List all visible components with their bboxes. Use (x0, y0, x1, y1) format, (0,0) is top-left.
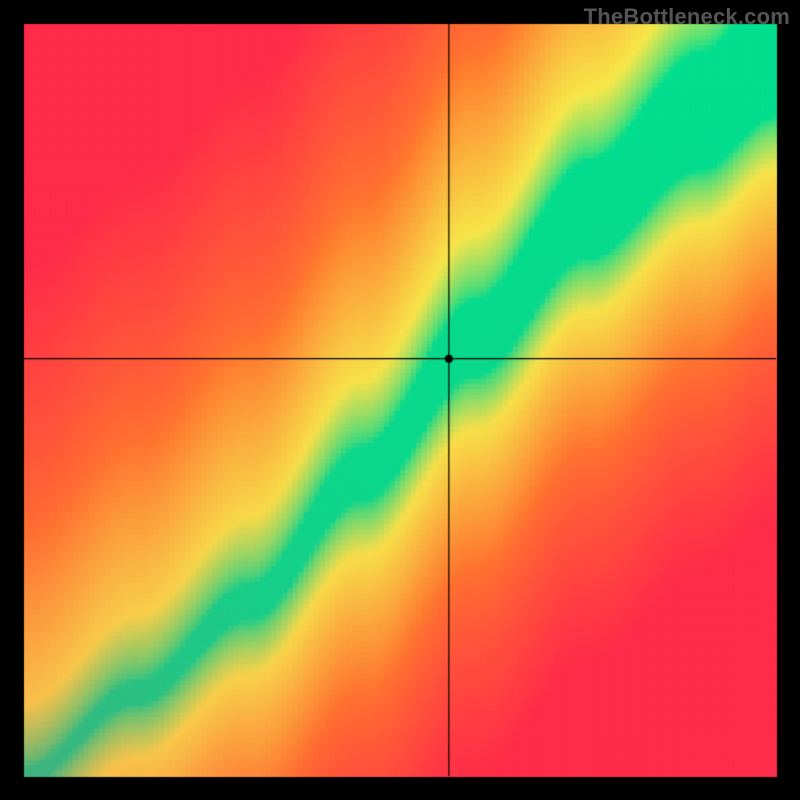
bottleneck-heatmap (0, 0, 800, 800)
watermark-text: TheBottleneck.com (584, 4, 790, 30)
